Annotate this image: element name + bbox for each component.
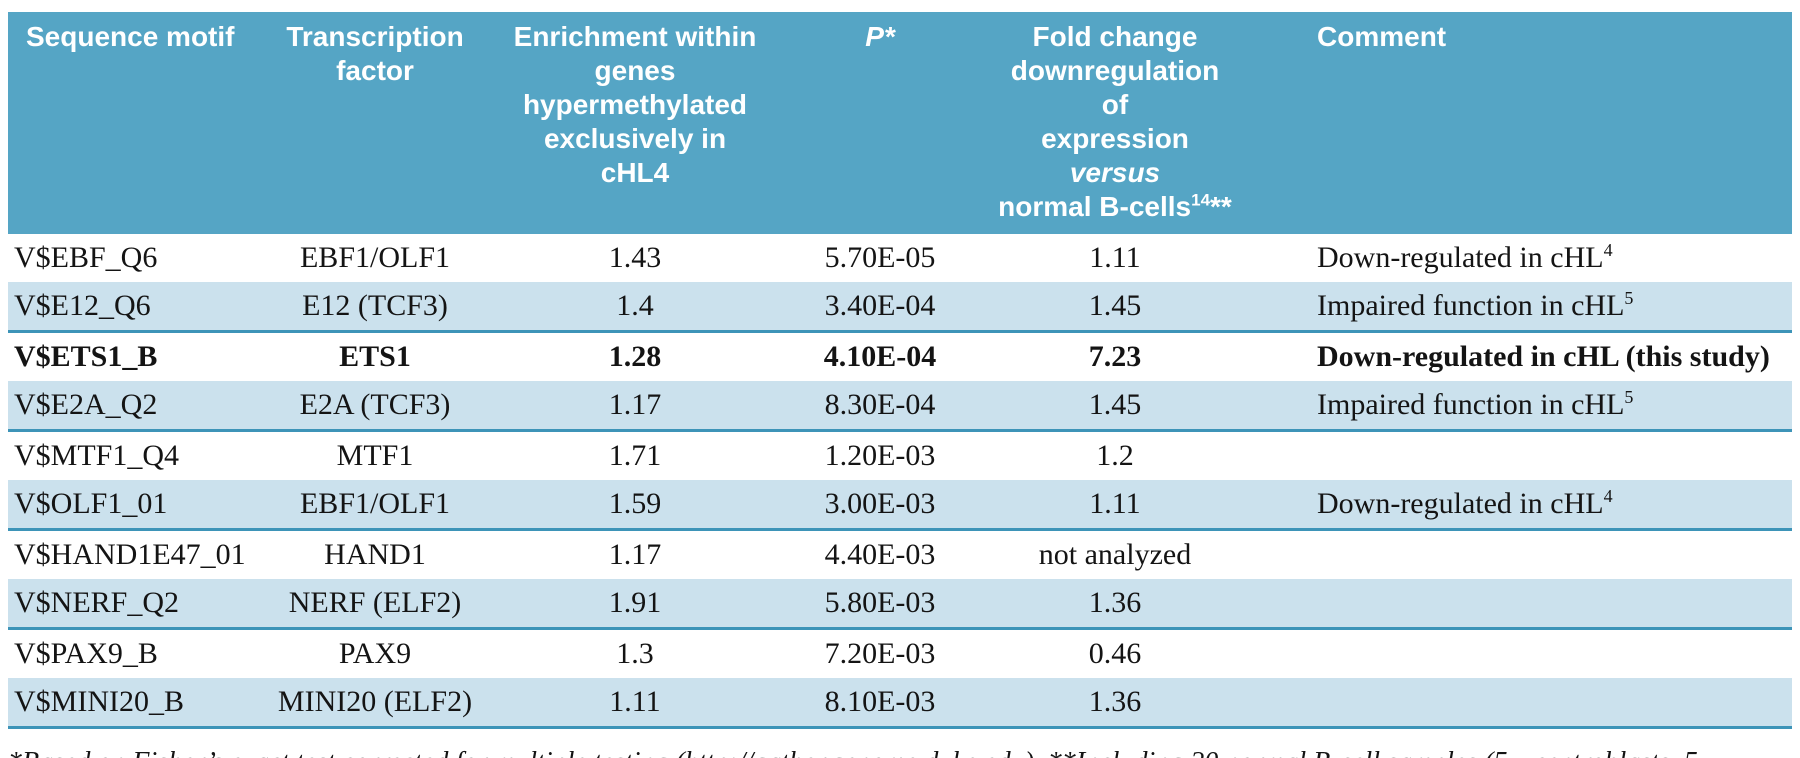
cell-enrichment: 1.43 xyxy=(608,241,662,274)
col-header-p-value: P* xyxy=(765,12,995,234)
cell-enrichment: 1.3 xyxy=(616,637,654,670)
cell-p-value: 3.00E-03 xyxy=(765,480,995,531)
cell-motif: V$MINI20_B xyxy=(8,678,245,729)
cell-enrichment: 1.28 xyxy=(608,340,662,373)
table-row: V$EBF_Q6 EBF1/OLF1 1.43 5.70E-05 1.11 Do… xyxy=(8,234,1792,282)
cell-fold-change: 1.36 xyxy=(995,579,1235,630)
cell-p-value: 7.20E-03 xyxy=(824,637,936,670)
cell-motif: V$OLF1_01 xyxy=(8,480,245,531)
cell-enrichment: 1.11 xyxy=(505,678,765,729)
cell-enrichment: 1.59 xyxy=(505,480,765,531)
cell-fold-change: 1.45 xyxy=(995,381,1235,432)
cell-transcription-factor: HAND1 xyxy=(324,538,426,571)
table-row: V$OLF1_01 EBF1/OLF1 1.59 3.00E-03 1.11 D… xyxy=(8,480,1792,531)
cell-fold-change: 1.36 xyxy=(995,678,1235,729)
cell-motif: V$NERF_Q2 xyxy=(8,579,245,630)
cell-p-value: 8.10E-03 xyxy=(765,678,995,729)
table-row: V$NERF_Q2 NERF (ELF2) 1.91 5.80E-03 1.36 xyxy=(8,579,1792,630)
cell-fold-change: 1.2 xyxy=(1096,439,1134,472)
cell-comment xyxy=(1235,629,1792,679)
motif-enrichment-table: Sequence motif Transcription factor Enri… xyxy=(8,12,1792,729)
cell-fold-change: not analyzed xyxy=(1038,538,1192,571)
cell-enrichment: 1.71 xyxy=(608,439,662,472)
col-header-enrichment: Enrichment within genes hypermethylated … xyxy=(505,12,765,234)
cell-comment xyxy=(1235,579,1792,630)
cell-comment: Impaired function in cHL5 xyxy=(1235,282,1792,333)
table-row-highlighted: V$ETS1_B ETS1 1.28 4.10E-04 7.23 Down-re… xyxy=(8,332,1792,382)
cell-transcription-factor: MTF1 xyxy=(336,439,414,472)
table-footnote: *Based on Fisher’s exact test corrected … xyxy=(8,745,1792,758)
cell-enrichment: 1.91 xyxy=(505,579,765,630)
cell-comment: Down-regulated in cHL (this study) xyxy=(1317,340,1770,373)
cell-motif: V$E2A_Q2 xyxy=(8,381,245,432)
cell-comment xyxy=(1235,431,1792,481)
cell-comment: Impaired function in cHL5 xyxy=(1235,381,1792,432)
cell-fold-change: 1.11 xyxy=(995,480,1235,531)
cell-fold-change: 1.11 xyxy=(1089,241,1141,274)
cell-comment xyxy=(1235,678,1792,729)
cell-transcription-factor: E12 (TCF3) xyxy=(245,282,505,333)
cell-comment xyxy=(1235,530,1792,580)
cell-fold-change: 0.46 xyxy=(1088,637,1142,670)
header-row: Sequence motif Transcription factor Enri… xyxy=(8,12,1792,234)
col-header-fold-change: Fold change downregulation of expression… xyxy=(995,12,1235,234)
table-row: V$MINI20_B MINI20 (ELF2) 1.11 8.10E-03 1… xyxy=(8,678,1792,729)
cell-fold-change: 7.23 xyxy=(1088,340,1142,373)
col-header-transcription-factor: Transcription factor xyxy=(245,12,505,234)
cell-comment: Down-regulated in cHL4 xyxy=(1235,480,1792,531)
table-row: V$MTF1_Q4 MTF1 1.71 1.20E-03 1.2 xyxy=(8,431,1792,481)
col-header-sequence-motif: Sequence motif xyxy=(8,12,245,234)
cell-enrichment: 1.17 xyxy=(505,381,765,432)
cell-p-value: 5.70E-05 xyxy=(824,241,936,274)
cell-p-value: 1.20E-03 xyxy=(824,439,936,472)
cell-transcription-factor: PAX9 xyxy=(338,637,412,670)
cell-motif: V$MTF1_Q4 xyxy=(14,439,180,472)
cell-comment: Down-regulated in cHL4 xyxy=(1317,240,1613,274)
table-row: V$PAX9_B PAX9 1.3 7.20E-03 0.46 xyxy=(8,629,1792,679)
cell-transcription-factor: NERF (ELF2) xyxy=(245,579,505,630)
cell-motif: V$ETS1_B xyxy=(14,340,158,373)
cell-fold-change: 1.45 xyxy=(995,282,1235,333)
cell-transcription-factor: MINI20 (ELF2) xyxy=(245,678,505,729)
motif-enrichment-table-wrap: Sequence motif Transcription factor Enri… xyxy=(8,12,1792,729)
cell-enrichment: 1.4 xyxy=(505,282,765,333)
table-row: V$E12_Q6 E12 (TCF3) 1.4 3.40E-04 1.45 Im… xyxy=(8,282,1792,333)
table-row: V$E2A_Q2 E2A (TCF3) 1.17 8.30E-04 1.45 I… xyxy=(8,381,1792,432)
table-row: V$HAND1E47_01 HAND1 1.17 4.40E-03 not an… xyxy=(8,530,1792,580)
cell-p-value: 3.40E-04 xyxy=(765,282,995,333)
cell-motif: V$HAND1E47_01 xyxy=(14,538,246,571)
cell-transcription-factor: EBF1/OLF1 xyxy=(245,480,505,531)
cell-p-value: 4.40E-03 xyxy=(824,538,936,571)
cell-enrichment: 1.17 xyxy=(608,538,662,571)
cell-p-value: 5.80E-03 xyxy=(765,579,995,630)
cell-transcription-factor: ETS1 xyxy=(339,340,411,373)
cell-motif: V$EBF_Q6 xyxy=(14,241,158,274)
cell-transcription-factor: EBF1/OLF1 xyxy=(299,241,451,274)
cell-p-value: 4.10E-04 xyxy=(823,340,937,373)
cell-motif: V$PAX9_B xyxy=(14,637,158,670)
cell-transcription-factor: E2A (TCF3) xyxy=(245,381,505,432)
cell-motif: V$E12_Q6 xyxy=(8,282,245,333)
cell-p-value: 8.30E-04 xyxy=(765,381,995,432)
col-header-comment: Comment xyxy=(1235,12,1792,234)
